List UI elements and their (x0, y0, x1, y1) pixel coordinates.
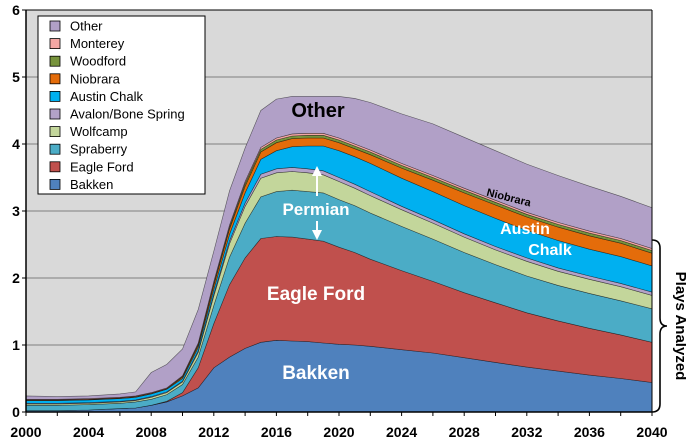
x-tick-label: 2032 (511, 424, 542, 440)
label-bakken: Bakken (282, 363, 350, 384)
series-areas (25, 96, 653, 413)
plays-analyzed-label: Plays Analyzed (672, 272, 686, 381)
x-tick-label: 2036 (574, 424, 605, 440)
y-tick-label: 2 (12, 270, 20, 286)
legend-swatch (49, 108, 61, 120)
y-tick-label: 1 (12, 337, 20, 353)
x-tick-label: 2020 (323, 424, 354, 440)
y-tick-label: 0 (12, 404, 20, 420)
legend-swatch (49, 55, 61, 67)
legend-swatch (49, 178, 61, 190)
legend-label: Wolfcamp (70, 124, 128, 139)
x-tick-label: 2008 (136, 424, 167, 440)
tick-labels: 0 1 2 3 4 5 6 2000 2004 2008 2012 2016 2020 2024 2028 2… (10, 2, 667, 440)
legend-label: Avalon/Bone Spring (70, 107, 185, 122)
plays-analyzed-bracket (651, 239, 668, 413)
legend-label: Spraberry (70, 142, 128, 157)
legend-box (37, 15, 206, 195)
x-tick-label: 2024 (386, 424, 417, 440)
legend-swatch (49, 161, 61, 173)
legend: Other Monterey Woodford Niobrara Austin Chal… (49, 19, 185, 192)
label-austin-chalk-line1: Austin (500, 221, 550, 238)
x-tick-label: 2028 (449, 424, 480, 440)
legend-label: Other (70, 19, 103, 34)
label-permian: Permian (282, 200, 349, 219)
x-tick-label: 2000 (10, 424, 41, 440)
x-tick-label: 2012 (198, 424, 229, 440)
legend-swatch (49, 143, 61, 155)
x-tick-label: 2016 (261, 424, 292, 440)
legend-swatch (49, 20, 61, 32)
y-tick-label: 5 (12, 69, 20, 85)
legend-swatch (49, 91, 61, 102)
y-tick-label: 4 (12, 136, 20, 152)
legend-label: Eagle Ford (70, 159, 134, 174)
legend-label: Austin Chalk (70, 89, 143, 104)
legend-swatch (49, 38, 61, 49)
y-tick-label: 6 (12, 2, 20, 18)
legend-label: Monterey (70, 36, 125, 51)
label-austin-chalk-line2: Chalk (528, 242, 572, 259)
label-other: Other (291, 100, 345, 122)
legend-label: Bakken (70, 177, 113, 192)
x-tick-label: 2040 (636, 424, 667, 440)
label-eagle-ford: Eagle Ford (267, 284, 365, 305)
legend-label: Niobrara (70, 71, 121, 86)
legend-swatch (49, 73, 61, 85)
legend-label: Woodford (70, 54, 126, 69)
permian-arrow (312, 166, 322, 240)
legend-swatch (49, 126, 61, 137)
x-tick-label: 2004 (73, 424, 104, 440)
y-tick-label: 3 (12, 203, 20, 219)
